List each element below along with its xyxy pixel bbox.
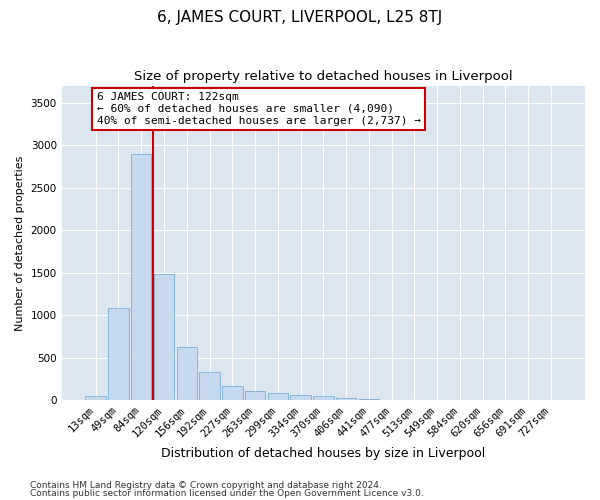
Text: Contains public sector information licensed under the Open Government Licence v3: Contains public sector information licen… <box>30 488 424 498</box>
Bar <box>245 392 265 400</box>
Bar <box>290 395 311 400</box>
Bar <box>359 399 379 400</box>
Bar <box>154 274 174 400</box>
Bar <box>336 398 356 400</box>
Y-axis label: Number of detached properties: Number of detached properties <box>15 155 25 330</box>
X-axis label: Distribution of detached houses by size in Liverpool: Distribution of detached houses by size … <box>161 447 485 460</box>
Title: Size of property relative to detached houses in Liverpool: Size of property relative to detached ho… <box>134 70 512 83</box>
Text: 6, JAMES COURT, LIVERPOOL, L25 8TJ: 6, JAMES COURT, LIVERPOOL, L25 8TJ <box>157 10 443 25</box>
Bar <box>222 386 242 400</box>
Text: 6 JAMES COURT: 122sqm
← 60% of detached houses are smaller (4,090)
40% of semi-d: 6 JAMES COURT: 122sqm ← 60% of detached … <box>97 92 421 126</box>
Bar <box>176 346 197 400</box>
Bar <box>85 396 106 400</box>
Bar <box>108 308 129 400</box>
Bar <box>131 154 151 400</box>
Bar <box>313 396 334 400</box>
Bar <box>199 372 220 400</box>
Bar <box>268 392 288 400</box>
Text: Contains HM Land Registry data © Crown copyright and database right 2024.: Contains HM Land Registry data © Crown c… <box>30 481 382 490</box>
